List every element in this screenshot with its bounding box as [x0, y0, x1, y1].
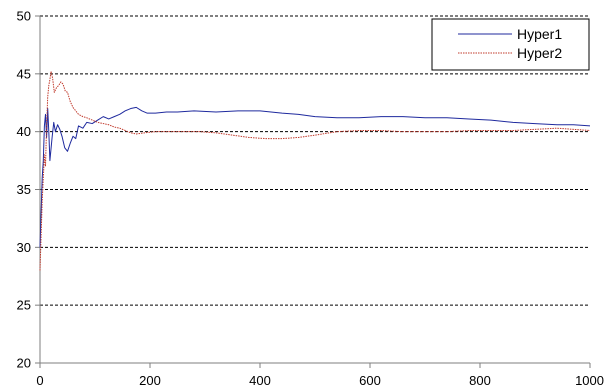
y-tick-label-40: 40	[17, 124, 31, 139]
legend-label-hyper1: Hyper1	[517, 26, 562, 42]
grid-lines	[40, 15, 590, 306]
y-tick-label-50: 50	[17, 9, 31, 24]
axes: 20 25 30 35 40 45 50 0 200 400 600 800 1000	[17, 9, 604, 389]
x-tick-label-1000: 1000	[575, 373, 604, 388]
legend-label-hyper2: Hyper2	[517, 45, 562, 61]
x-tick-label-0: 0	[36, 373, 43, 388]
legend: Hyper1 Hyper2	[431, 18, 590, 71]
y-tick-label-25: 25	[17, 298, 31, 313]
y-tick-label-35: 35	[17, 182, 31, 197]
y-tick-label-45: 45	[17, 66, 31, 81]
y-tick-label-20: 20	[17, 356, 31, 371]
y-tick-label-30: 30	[17, 240, 31, 255]
series-lines	[39, 71, 591, 271]
x-tick-label-400: 400	[249, 373, 271, 388]
series-line-hyper2	[39, 71, 591, 271]
legend-box	[431, 18, 590, 71]
series-line-hyper1	[39, 106, 591, 248]
x-tick-label-200: 200	[139, 373, 161, 388]
x-tick-label-800: 800	[469, 373, 491, 388]
x-tick-label-600: 600	[359, 373, 381, 388]
